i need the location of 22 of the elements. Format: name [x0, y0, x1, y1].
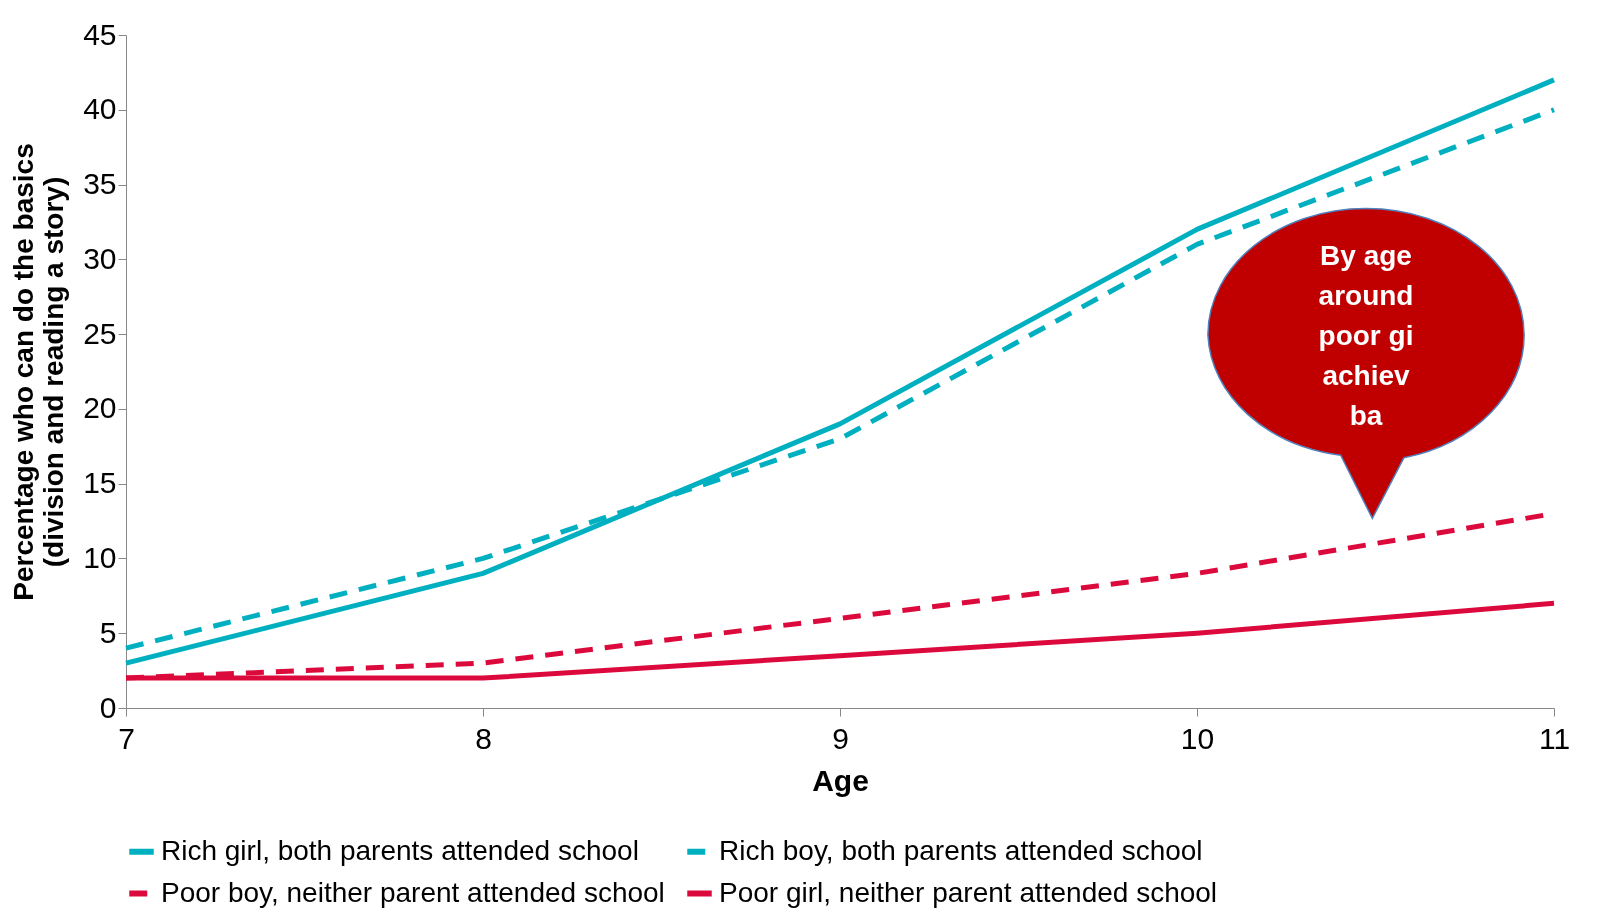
legend-label: Poor girl, neither parent attended school — [719, 876, 1218, 908]
x-tick-label: 11 — [1538, 721, 1571, 755]
y-tick-label: 0 — [99, 690, 117, 724]
y-tick-label: 15 — [83, 466, 117, 500]
legend-label: Poor boy, neither parent attended school — [161, 876, 665, 908]
y-tick-label: 40 — [83, 92, 117, 126]
x-tick-label: 9 — [832, 721, 849, 755]
legend-label: Rich boy, both parents attended school — [719, 834, 1203, 866]
y-axis-title: Percentage who can do the basics (division and reading a story) — [8, 143, 70, 601]
y-tick-label: 45 — [83, 17, 117, 51]
y-tick-label: 25 — [83, 316, 117, 350]
x-tick-label: 7 — [118, 721, 135, 755]
legend-label: Rich girl, both parents attended school — [161, 834, 639, 866]
x-axis-title: Age — [812, 763, 869, 797]
x-tick-label: 8 — [475, 721, 492, 755]
y-tick-label: 10 — [83, 540, 117, 574]
annotation: By age around poor gi achiev ba — [1318, 240, 1414, 431]
x-tick-label: 10 — [1180, 721, 1215, 755]
y-tick-label: 35 — [83, 167, 117, 201]
y-tick-label: 20 — [83, 391, 117, 425]
y-tick-label: 30 — [83, 241, 117, 275]
y-tick-label: 5 — [99, 615, 117, 649]
